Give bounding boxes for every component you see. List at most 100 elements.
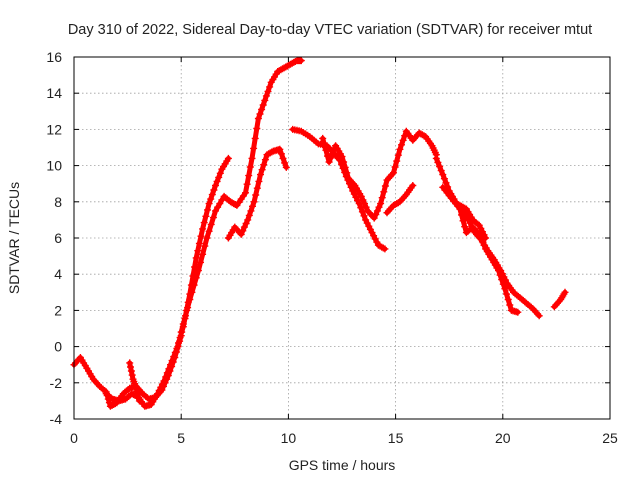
data-point (194, 267, 202, 275)
data-point (208, 191, 216, 199)
data-point (394, 151, 402, 159)
data-point (194, 247, 202, 255)
data-point (200, 219, 208, 227)
data-point (231, 201, 239, 208)
data-point (527, 303, 535, 311)
data-point (179, 320, 187, 328)
data-point (357, 192, 365, 200)
data-point (474, 220, 482, 228)
data-point (373, 207, 381, 215)
y-tick-label: 10 (46, 158, 62, 174)
y-tick-label: -2 (50, 375, 63, 391)
data-point (242, 220, 250, 227)
data-point (184, 304, 192, 312)
data-point (250, 198, 258, 206)
data-point (182, 312, 189, 320)
data-point (247, 207, 255, 215)
series-track-j (439, 183, 522, 316)
y-tick-label: 14 (46, 85, 62, 101)
data-point (132, 384, 140, 392)
data-point (264, 87, 272, 95)
series-line (225, 146, 289, 241)
data-point (261, 156, 269, 164)
data-point (514, 308, 522, 316)
data-point (252, 191, 260, 199)
y-tick-label: 6 (54, 230, 62, 246)
data-point (279, 154, 287, 162)
data-point (134, 391, 142, 399)
data-point (371, 235, 379, 243)
data-point (190, 281, 198, 289)
data-point (127, 367, 135, 375)
series-track-k (456, 201, 490, 242)
series-track-e (224, 145, 290, 242)
data-point (480, 231, 488, 239)
data-point (325, 158, 333, 166)
x-tick-label: 5 (177, 430, 185, 446)
data-point (358, 208, 366, 216)
series-track-g (319, 127, 440, 222)
data-point (262, 92, 270, 100)
data-point (379, 244, 387, 252)
data-point (248, 154, 256, 162)
data-point (535, 312, 543, 320)
data-point (362, 216, 370, 224)
data-point (338, 153, 346, 161)
data-point (212, 182, 219, 189)
data-point (242, 189, 249, 197)
y-tick-label: 4 (54, 266, 62, 282)
data-point (475, 221, 483, 229)
data-point (192, 274, 200, 282)
data-point (256, 110, 264, 118)
data-point (281, 159, 289, 167)
data-point (266, 83, 274, 91)
data-point (352, 193, 360, 201)
data-point (195, 239, 203, 247)
data-point (158, 380, 166, 388)
data-point (244, 216, 252, 224)
data-point (434, 158, 442, 166)
data-point (214, 203, 222, 211)
grid (74, 57, 610, 419)
data-point (188, 288, 196, 296)
y-tick-label: 12 (46, 121, 62, 137)
data-point (330, 146, 338, 154)
data-point (442, 179, 450, 187)
data-point (173, 344, 181, 352)
data-point (363, 219, 371, 227)
data-point (409, 182, 417, 189)
data-point (503, 290, 511, 298)
data-point (495, 267, 502, 275)
data-point (197, 258, 204, 266)
data-point (343, 169, 351, 177)
data-point (381, 245, 389, 253)
series-track-d (177, 57, 305, 336)
data-point (199, 250, 207, 258)
data-point (170, 353, 178, 361)
data-point (478, 228, 486, 236)
data-point (361, 200, 368, 208)
data-point (251, 134, 259, 142)
data-point (210, 186, 218, 194)
data-point (396, 145, 404, 153)
data-point (127, 363, 134, 371)
data-point (341, 163, 349, 171)
data-point (362, 203, 370, 211)
data-point (282, 163, 290, 171)
data-point (504, 296, 512, 303)
data-point (201, 242, 209, 250)
data-point (276, 145, 284, 153)
data-point (440, 175, 448, 183)
data-point (496, 271, 504, 279)
x-tick-label: 15 (388, 430, 404, 446)
data-point (499, 280, 507, 288)
data-point (176, 334, 184, 342)
data-point (157, 383, 165, 391)
data-point (207, 220, 215, 228)
data-point (212, 207, 219, 215)
data-point (365, 222, 373, 230)
series-track-b (102, 154, 232, 410)
data-point (390, 169, 397, 177)
data-point (320, 140, 328, 148)
